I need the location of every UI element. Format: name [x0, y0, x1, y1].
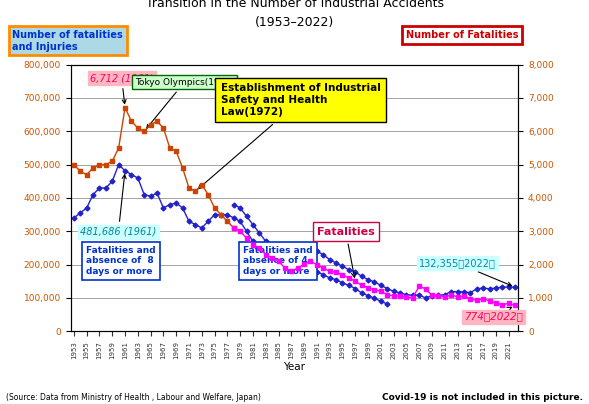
Text: Fatalities: Fatalities [317, 227, 375, 277]
Text: (Source: Data from Ministry of Health , Labour and Welfare, Japan): (Source: Data from Ministry of Health , … [6, 393, 261, 402]
Text: Establishment of Industrial
Safety and Health
Law(1972): Establishment of Industrial Safety and H… [198, 84, 381, 189]
Text: Fatalities and
absence of  8
days or more: Fatalities and absence of 8 days or more [87, 246, 156, 276]
Text: 6,712 (1961): 6,712 (1961) [90, 73, 154, 103]
Text: 132,355（2022）: 132,355（2022） [419, 258, 511, 286]
Text: 774（2022）: 774（2022） [464, 307, 523, 322]
Text: Number of fatalities
and Injuries: Number of fatalities and Injuries [12, 30, 123, 52]
Text: Number of Fatalities: Number of Fatalities [406, 30, 518, 40]
Text: Covid-19 is not included in this picture.: Covid-19 is not included in this picture… [382, 393, 583, 402]
Text: Fatalities and
absence of 4
days or more: Fatalities and absence of 4 days or more [243, 246, 313, 276]
Text: 481,686 (1961): 481,686 (1961) [80, 175, 157, 237]
Text: Tokyo Olympics(1964): Tokyo Olympics(1964) [135, 78, 234, 128]
Title: Transition in the Number of Industrial Accidents
(1953–2022): Transition in the Number of Industrial A… [145, 0, 444, 29]
X-axis label: Year: Year [283, 362, 306, 372]
